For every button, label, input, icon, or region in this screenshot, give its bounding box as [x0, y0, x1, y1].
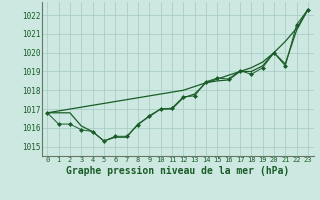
X-axis label: Graphe pression niveau de la mer (hPa): Graphe pression niveau de la mer (hPa)	[66, 166, 289, 176]
